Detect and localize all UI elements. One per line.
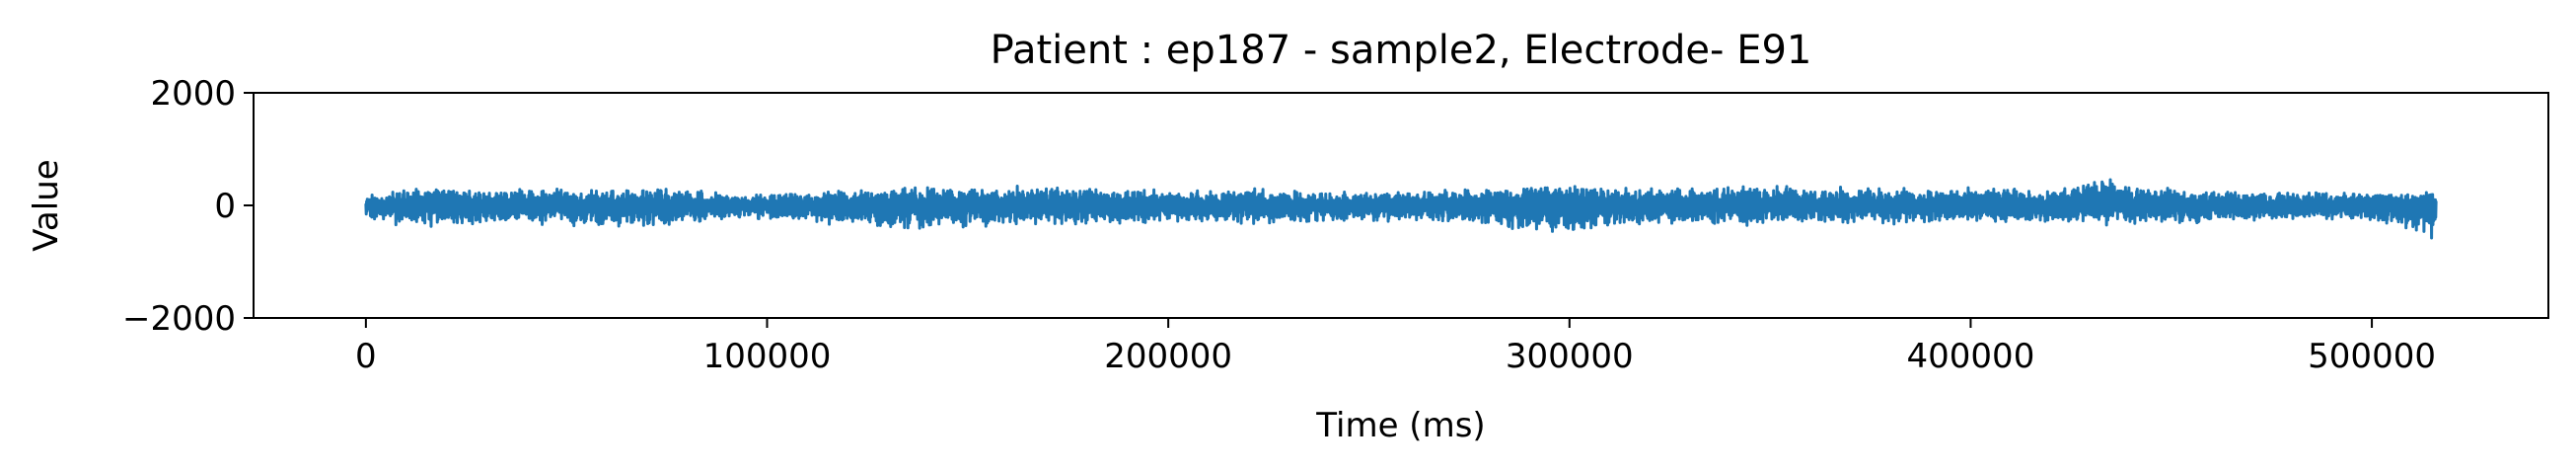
x-tick-label: 100000 xyxy=(703,337,832,376)
y-axis: −2000 0 2000 xyxy=(122,74,254,339)
y-tick-label: 0 xyxy=(214,187,236,226)
x-tick-label: 300000 xyxy=(1506,337,1634,376)
x-tick-label: 0 xyxy=(355,337,377,376)
x-tick-label: 500000 xyxy=(2308,337,2436,376)
y-tick-label: 2000 xyxy=(150,74,236,114)
x-axis-label: Time (ms) xyxy=(1315,406,1485,445)
x-axis: 0 100000 200000 300000 400000 500000 xyxy=(355,318,2436,376)
y-axis-label: Value xyxy=(27,159,66,251)
chart-title: Patient : ep187 - sample2, Electrode- E9… xyxy=(991,28,1812,73)
x-tick-label: 200000 xyxy=(1104,337,1232,376)
series-line xyxy=(364,178,2438,240)
y-tick-label: −2000 xyxy=(122,299,236,339)
plot-data xyxy=(364,178,2438,240)
x-tick-label: 400000 xyxy=(1907,337,2035,376)
